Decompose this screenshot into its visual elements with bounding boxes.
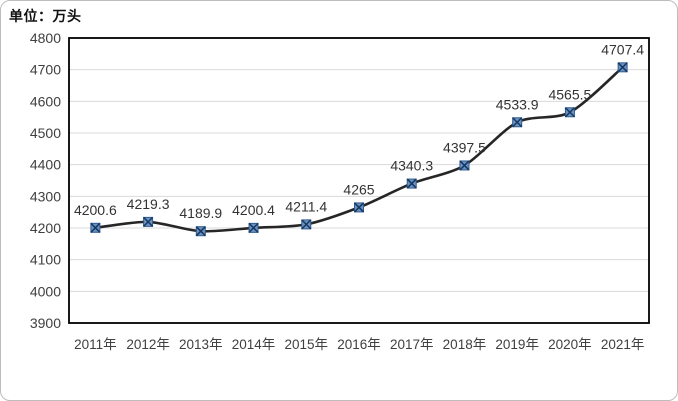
y-axis-tick-label: 4400	[30, 157, 61, 173]
marker-x-stroke	[90, 222, 101, 233]
unit-label: 单位：万头	[9, 8, 82, 24]
y-axis-tick-label: 4100	[30, 252, 61, 268]
marker-x-stroke	[143, 216, 154, 227]
data-point-label: 4265	[343, 181, 374, 197]
plot-area-border	[68, 37, 650, 324]
y-axis-tick-label: 4000	[30, 283, 61, 299]
x-axis-tick-label: 2016年	[337, 337, 381, 352]
data-point-label: 4340.3	[390, 158, 433, 174]
marker-x-stroke	[301, 219, 312, 230]
data-point-label: 4707.4	[601, 41, 644, 57]
data-point-label: 4200.6	[74, 202, 117, 218]
x-axis-tick-label: 2020年	[548, 337, 592, 352]
x-axis-tick-label: 2019年	[495, 337, 539, 352]
x-axis-tick-label: 2012年	[126, 337, 170, 352]
data-point-label: 4533.9	[496, 96, 539, 112]
data-point-label: 4211.4	[285, 198, 327, 214]
x-axis-tick-label: 2011年	[74, 337, 117, 352]
y-axis-tick-label: 4500	[30, 125, 61, 141]
x-axis-tick-label: 2018年	[443, 337, 487, 352]
data-point-label: 4565.5	[548, 86, 591, 102]
y-axis-tick-label: 4200	[30, 220, 61, 236]
y-axis-tick-label: 4600	[30, 93, 61, 109]
y-axis-tick-label: 3900	[30, 315, 61, 331]
x-axis-tick-label: 2014年	[232, 337, 276, 352]
marker-x-stroke	[617, 62, 628, 73]
y-axis-tick-label: 4700	[30, 62, 61, 78]
marker-x-stroke	[564, 107, 575, 118]
marker-x-stroke	[353, 202, 365, 213]
y-axis-tick-label: 4300	[30, 188, 61, 204]
marker-x-stroke	[512, 117, 523, 128]
marker-x-stroke	[248, 222, 259, 233]
x-axis-tick-label: 2015年	[284, 337, 328, 352]
x-axis-tick-label: 2017年	[390, 337, 434, 352]
y-axis-tick-label: 4800	[30, 30, 61, 46]
marker-x-stroke	[406, 178, 417, 189]
x-axis-tick-label: 2021年	[601, 337, 645, 352]
x-axis-tick-label: 2013年	[179, 337, 223, 352]
data-point-label: 4200.4	[232, 202, 275, 218]
marker-x-stroke	[459, 160, 470, 171]
data-point-label: 4397.5	[443, 139, 486, 155]
marker-x-stroke	[195, 226, 206, 237]
data-point-label: 4219.3	[127, 196, 170, 212]
data-point-label: 4189.9	[179, 205, 222, 221]
